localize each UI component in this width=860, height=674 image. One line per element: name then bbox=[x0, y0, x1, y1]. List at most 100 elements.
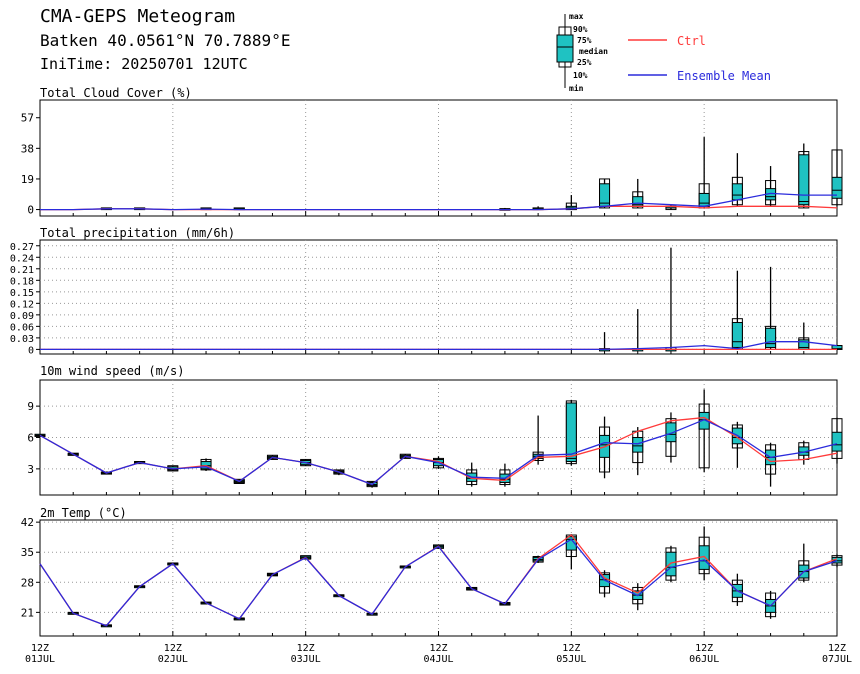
panel-frame bbox=[39, 519, 838, 637]
x-tick-label-date: 02JUL bbox=[158, 654, 188, 665]
ensemble-box bbox=[632, 309, 644, 352]
x-axis: 12Z01JUL12Z02JUL12Z03JUL12Z04JUL12Z05JUL… bbox=[25, 643, 852, 665]
y-tick-label: 0.21 bbox=[10, 265, 34, 276]
legend-box-label-max: max bbox=[569, 12, 584, 21]
ensemble-box bbox=[466, 462, 478, 487]
ensemble-box bbox=[731, 153, 743, 207]
box-iqr bbox=[565, 402, 577, 463]
ensemble-mean-line bbox=[40, 341, 838, 351]
box-iqr bbox=[665, 551, 677, 577]
box-iqr bbox=[831, 176, 843, 199]
y-tick-label: 0.09 bbox=[10, 311, 34, 322]
y-tick-label: 38 bbox=[21, 142, 34, 155]
y-tick-label: 3 bbox=[27, 463, 34, 476]
panel-title-cloud: Total Cloud Cover (%) bbox=[40, 86, 192, 100]
x-tick-label-time: 12Z bbox=[164, 643, 182, 654]
legend-box-label-min: min bbox=[569, 83, 584, 93]
ctrl-line bbox=[39, 416, 838, 486]
ensemble-mean-line bbox=[39, 538, 838, 627]
ensemble-box bbox=[565, 195, 577, 211]
panel-title-temp: 2m Temp (°C) bbox=[40, 506, 127, 520]
y-tick-label: 57 bbox=[21, 112, 34, 125]
x-tick-label-time: 12Z bbox=[828, 643, 846, 654]
ensemble-box bbox=[731, 421, 743, 468]
ensemble-mean-line bbox=[39, 418, 838, 486]
box-iqr bbox=[731, 183, 743, 201]
y-tick-label: 0.03 bbox=[10, 334, 34, 345]
y-tick-label: 35 bbox=[21, 546, 34, 559]
x-tick-label-time: 12Z bbox=[562, 643, 580, 654]
panel-cloud: 0 19 38 57 bbox=[21, 99, 843, 217]
y-tick-label: 0 bbox=[27, 204, 34, 217]
y-tick-label: 42 bbox=[21, 516, 34, 529]
ensemble-box bbox=[632, 583, 644, 611]
y-tick-label: 0.24 bbox=[10, 253, 34, 264]
ensemble-box bbox=[765, 442, 777, 487]
ensemble-box bbox=[665, 545, 677, 583]
y-tick-label: 0 bbox=[28, 345, 34, 356]
panel-frame bbox=[39, 99, 838, 217]
ensemble-box bbox=[665, 247, 677, 352]
legend-box-label-75: 75% bbox=[577, 36, 592, 45]
ensemble-box bbox=[532, 415, 544, 465]
legend-box-label-25: 25% bbox=[577, 58, 592, 67]
y-tick-label: 21 bbox=[21, 606, 34, 619]
x-tick-label-date: 01JUL bbox=[25, 654, 55, 665]
init-time-label: IniTime: 20250701 12UTC bbox=[40, 55, 248, 73]
panel-frame bbox=[39, 379, 838, 496]
box-iqr bbox=[632, 437, 644, 453]
ensemble-box bbox=[731, 573, 743, 606]
x-tick-label-time: 12Z bbox=[429, 643, 447, 654]
x-tick-label-date: 06JUL bbox=[689, 654, 719, 665]
x-tick-label-time: 12Z bbox=[297, 643, 315, 654]
ensemble-box bbox=[632, 427, 644, 476]
y-tick-label: 9 bbox=[27, 400, 34, 413]
x-tick-label-time: 12Z bbox=[695, 643, 713, 654]
ensemble-box bbox=[599, 178, 611, 209]
ensemble-box bbox=[831, 149, 843, 207]
legend-box-sample bbox=[556, 14, 574, 88]
panel-title-wind: 10m wind speed (m/s) bbox=[40, 364, 185, 378]
ensemble-box bbox=[765, 166, 777, 207]
y-tick-label: 0.06 bbox=[10, 322, 34, 333]
ensemble-box bbox=[200, 458, 212, 471]
ensemble-box bbox=[599, 332, 611, 352]
panel-precip: 00.030.060.090.120.150.180.210.240.27 bbox=[10, 239, 843, 356]
box-iqr bbox=[665, 422, 677, 443]
y-tick-label: 0.18 bbox=[10, 276, 34, 287]
box-iqr bbox=[565, 536, 577, 551]
y-tick-label: 19 bbox=[21, 173, 34, 186]
ensemble-box bbox=[698, 526, 710, 581]
y-tick-label: 6 bbox=[27, 432, 34, 445]
legend-ctrl-label: Ctrl bbox=[677, 34, 706, 48]
x-tick-label-time: 12Z bbox=[31, 643, 49, 654]
ensemble-box bbox=[765, 266, 777, 350]
legend-box-label-median: median bbox=[579, 46, 608, 56]
y-tick-label: 0.15 bbox=[10, 288, 34, 299]
panel-title-precip: Total precipitation (mm/6h) bbox=[40, 226, 236, 240]
x-tick-label-date: 03JUL bbox=[291, 654, 321, 665]
y-tick-label: 0.27 bbox=[10, 242, 34, 253]
box-iqr bbox=[798, 154, 810, 206]
legend-box-label-90: 90% bbox=[573, 25, 588, 34]
legend-mean-label: Ensemble Mean bbox=[677, 69, 771, 83]
box-outer bbox=[698, 403, 710, 469]
legend-box-label-10: 10% bbox=[573, 71, 588, 80]
box-iqr bbox=[831, 431, 843, 452]
ensemble-mean-line bbox=[40, 192, 837, 211]
y-tick-label: 0.12 bbox=[10, 299, 34, 310]
box-iqr bbox=[765, 327, 777, 348]
chart-title: CMA-GEPS Meteogram bbox=[40, 6, 236, 27]
x-tick-label-date: 07JUL bbox=[822, 654, 852, 665]
ensemble-box bbox=[731, 270, 743, 350]
panel-wind: 3 6 9 bbox=[27, 379, 843, 496]
y-tick-label: 28 bbox=[21, 576, 34, 589]
ensemble-box bbox=[698, 137, 710, 209]
box-iqr bbox=[698, 192, 710, 207]
panel-temp: 21 28 35 42 bbox=[21, 516, 843, 637]
location-label: Batken 40.0561°N 70.7889°E bbox=[40, 31, 291, 50]
x-tick-label-date: 05JUL bbox=[556, 654, 586, 665]
x-tick-label-date: 04JUL bbox=[423, 654, 453, 665]
ensemble-box bbox=[798, 543, 810, 583]
